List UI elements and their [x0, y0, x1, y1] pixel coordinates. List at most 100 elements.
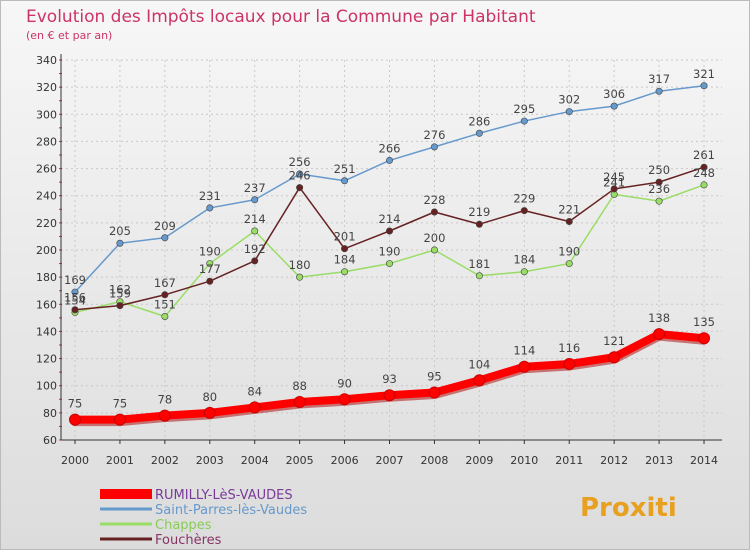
y-tick-label: 100 — [36, 380, 57, 393]
legend-label: Saint-Parres-lès-Vaudes — [155, 503, 307, 518]
data-label: 276 — [423, 128, 445, 142]
data-label: 190 — [558, 245, 580, 259]
data-point — [251, 257, 259, 265]
data-label: 190 — [379, 245, 401, 259]
data-point — [113, 413, 126, 426]
data-point — [206, 260, 214, 268]
data-label: 219 — [468, 205, 490, 219]
data-label: 167 — [154, 276, 176, 290]
data-point — [341, 245, 349, 253]
legend-swatch — [100, 489, 152, 499]
data-point — [338, 393, 351, 406]
series-lines — [69, 82, 711, 427]
data-point — [296, 184, 304, 192]
x-tick-label: 2006 — [331, 454, 359, 467]
data-point — [71, 306, 79, 314]
data-label: 75 — [68, 397, 83, 411]
data-label: 317 — [648, 72, 670, 86]
data-point — [520, 207, 528, 215]
x-tick-label: 2010 — [510, 454, 538, 467]
data-point — [430, 143, 438, 151]
proxiti-logo: Proxiti — [580, 493, 677, 523]
data-label: 228 — [423, 193, 445, 207]
data-label: 214 — [244, 212, 266, 226]
data-label: 114 — [513, 344, 535, 358]
axes: 60 80 100 120 140 160 180 200 220 240 260 280 300 320… — [36, 54, 722, 467]
data-label: 138 — [648, 311, 670, 325]
data-point — [251, 227, 259, 235]
data-point — [655, 87, 663, 95]
data-label: 209 — [154, 219, 176, 233]
data-label: 169 — [64, 273, 86, 287]
data-point — [161, 234, 169, 242]
y-tick-label: 260 — [36, 163, 57, 176]
data-point — [161, 312, 169, 320]
logo-text: Proxiti — [580, 493, 677, 523]
data-label: 184 — [513, 253, 535, 267]
data-point — [203, 406, 216, 419]
data-label: 306 — [603, 87, 625, 101]
chart-title: Evolution des Impôts locaux pour la Comm… — [26, 7, 536, 27]
data-label: 231 — [199, 189, 221, 203]
data-label: 205 — [109, 224, 131, 238]
legend-swatch — [100, 507, 152, 511]
data-point — [520, 117, 528, 125]
data-label: 184 — [334, 253, 356, 267]
data-point — [341, 177, 349, 185]
data-point — [206, 204, 214, 212]
data-point — [428, 386, 441, 399]
data-point — [116, 302, 124, 310]
data-label: 80 — [202, 390, 217, 404]
data-point — [655, 178, 663, 186]
y-tick-label: 140 — [36, 325, 57, 338]
y-tick-label: 340 — [36, 54, 57, 67]
data-label: 256 — [289, 155, 311, 169]
data-label: 88 — [292, 379, 307, 393]
data-label: 246 — [289, 169, 311, 183]
data-label: 236 — [648, 182, 670, 196]
data-label: 84 — [247, 384, 262, 398]
legend-label: Fouchères — [155, 533, 222, 548]
data-label: 295 — [513, 102, 535, 116]
y-tick-label: 180 — [36, 271, 57, 284]
legend-swatch — [100, 522, 152, 526]
data-point — [565, 108, 573, 116]
data-label: 286 — [468, 114, 490, 128]
chart-subtitle: (en € et par an) — [26, 29, 112, 42]
x-tick-label: 2012 — [600, 454, 628, 467]
y-tick-label: 280 — [36, 135, 57, 148]
data-label: 250 — [648, 163, 670, 177]
data-point — [383, 389, 396, 402]
data-label: 221 — [558, 203, 580, 217]
data-point — [293, 396, 306, 408]
y-tick-label: 200 — [36, 244, 57, 257]
data-point — [71, 288, 79, 296]
legend-swatch — [100, 537, 152, 541]
data-label: 156 — [64, 291, 86, 305]
data-point — [386, 227, 394, 235]
data-label: 302 — [558, 93, 580, 107]
data-label: 78 — [158, 393, 173, 407]
data-point — [69, 413, 81, 426]
x-tick-label: 2003 — [196, 454, 224, 467]
data-point — [248, 401, 261, 414]
legend-label: RUMILLY-LèS-VAUDES — [155, 488, 293, 503]
y-tick-label: 60 — [43, 434, 57, 447]
y-tick-label: 80 — [43, 407, 57, 420]
data-point — [251, 196, 259, 204]
data-point — [610, 185, 618, 193]
data-point — [700, 181, 708, 189]
data-label: 151 — [154, 298, 176, 312]
data-label: 237 — [244, 181, 266, 195]
x-tick-label: 2000 — [61, 454, 89, 467]
data-point — [206, 277, 214, 285]
data-label: 180 — [289, 258, 311, 272]
data-point — [520, 268, 528, 276]
data-label: 192 — [244, 242, 266, 256]
data-label: 261 — [693, 148, 715, 162]
data-point — [296, 273, 304, 281]
data-point — [608, 351, 621, 364]
